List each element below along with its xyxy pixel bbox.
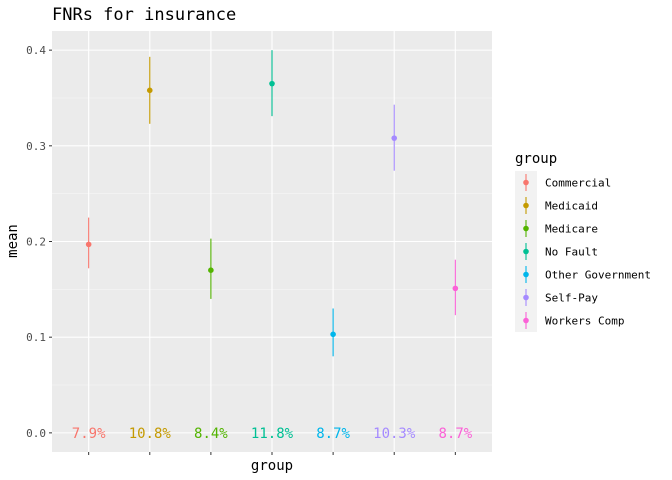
y-tick-label: 0.0 (26, 427, 46, 440)
y-tick-label: 0.3 (26, 140, 46, 153)
mean-point (452, 285, 459, 292)
legend-key-point (523, 202, 529, 209)
percentage-labels: 7.9% 10.8% 8.4% 11.8% 8.7% 10.3% 8.7% (72, 426, 473, 442)
mean-point (391, 135, 398, 141)
mean-point (146, 87, 153, 94)
y-tick-label: 0.2 (26, 236, 46, 249)
y-axis: 0.0 0.1 0.2 0.3 0.4 (26, 44, 52, 440)
legend-title: group (515, 151, 557, 167)
legend-label: Medicare (545, 223, 598, 236)
pct-label: 8.7% (316, 426, 350, 442)
legend-label: No Fault (545, 246, 598, 259)
legend: group Commercial Medicaid Medicare No Fault… (515, 151, 651, 332)
mean-point (208, 267, 214, 274)
pct-label: 8.7% (438, 426, 472, 442)
legend-label: Commercial (545, 177, 611, 190)
pct-label: 11.8% (251, 426, 294, 442)
legend-label: Medicaid (545, 200, 598, 213)
legend-label: Self-Pay (545, 292, 598, 305)
x-axis (88, 452, 456, 455)
legend-label: Other Government (545, 269, 651, 282)
mean-point (85, 241, 92, 248)
legend-key-point (523, 271, 529, 278)
chart-title: FNRs for insurance (52, 5, 236, 25)
mean-point (269, 80, 275, 87)
data-marks (85, 50, 459, 357)
y-axis-title: mean (5, 224, 21, 258)
x-axis-title: group (251, 458, 293, 474)
pct-label: 8.4% (194, 426, 228, 442)
y-tick-label: 0.4 (26, 44, 46, 57)
legend-key-point (523, 179, 529, 186)
legend-key-point (523, 294, 529, 301)
y-tick-label: 0.1 (26, 331, 46, 344)
legend-key-point (523, 317, 529, 324)
mean-point (330, 331, 336, 338)
legend-key-point (523, 248, 529, 255)
pct-label: 10.3% (373, 426, 416, 442)
pct-label: 10.8% (129, 426, 172, 442)
pct-label: 7.9% (72, 426, 106, 442)
legend-label: Workers Comp (545, 315, 624, 328)
legend-key-point (523, 225, 529, 232)
